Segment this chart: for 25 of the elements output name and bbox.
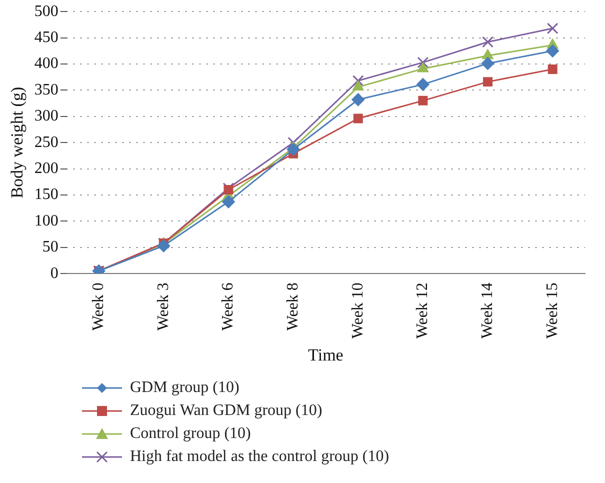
y-tick-label: 300: [34, 108, 58, 125]
x-tick-label: Week 3: [154, 282, 172, 331]
legend-label: Zuogui Wan GDM group (10): [130, 402, 322, 420]
legend-label: GDM group (10): [130, 378, 240, 396]
x-tick-label: Week 6: [220, 282, 237, 331]
x-tick-label: Week 14: [478, 282, 496, 339]
x-axis-title: Time: [308, 345, 344, 364]
y-tick-label: 150: [34, 186, 58, 204]
x-tick-label: Week 10: [349, 282, 366, 339]
legend-label: High fat model as the control group (10): [130, 448, 390, 466]
y-tick-label: 250: [34, 134, 58, 151]
y-axis-title: Body weight (g): [8, 86, 27, 198]
x-tick-label: Week 15: [544, 282, 561, 339]
x-tick-label: Week 12: [414, 282, 432, 339]
x-tick-label: Week 8: [284, 282, 302, 331]
y-tick-label: 400: [34, 55, 58, 72]
y-tick-label: 200: [34, 160, 58, 177]
y-tick-label: 500: [34, 2, 58, 20]
y-tick-label: 350: [34, 81, 58, 98]
y-tick-label: 50: [42, 238, 58, 256]
legend-label: Control group (10): [130, 424, 251, 442]
y-tick-label: 450: [34, 29, 58, 46]
y-tick-label: 0: [50, 264, 58, 282]
x-tick-label: Week 0: [90, 282, 108, 331]
y-tick-label: 100: [34, 212, 58, 230]
